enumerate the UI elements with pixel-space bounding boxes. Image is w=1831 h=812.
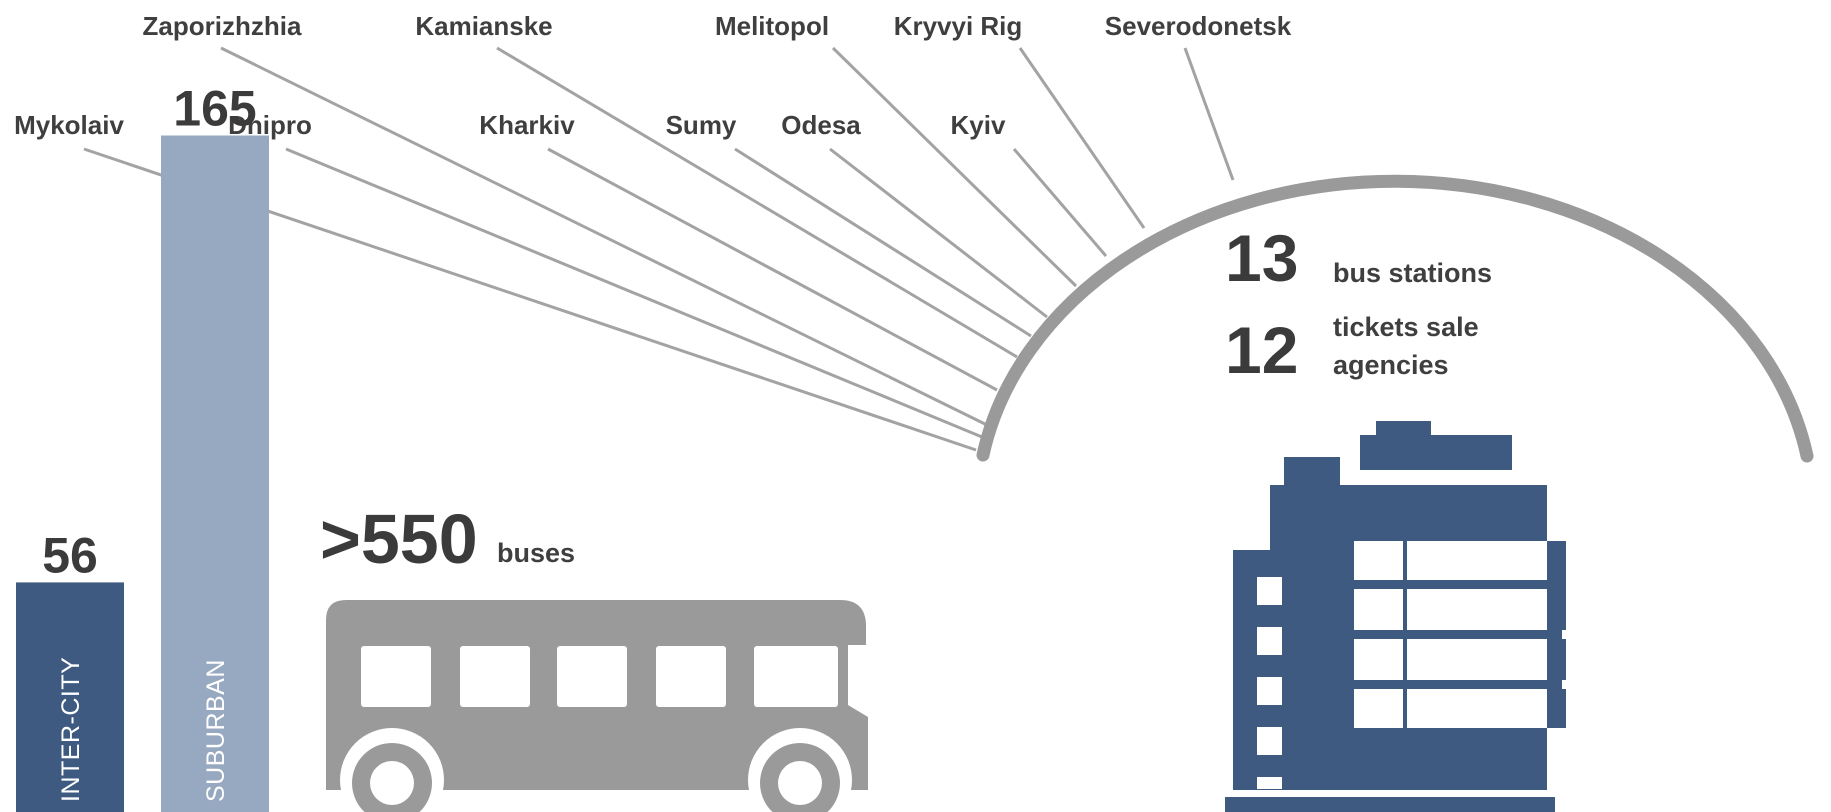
leader-line-kharkiv [547,147,998,392]
leader-line-kamianske [496,46,1018,359]
city-labels: Zaporizhzhia Kamianske Melitopol Kryvyi … [14,11,1292,140]
route-bar-value-0: 56 [42,527,98,583]
buses-stats: >550 buses [320,500,575,578]
bus-icon [326,600,868,812]
routes-bar-chart: 56 INTER-CITY 165 SUBURBAN [16,81,269,812]
city-label-kharkiv: Kharkiv [479,110,575,140]
city-label-kryvyi-rig: Kryvyi Rig [894,11,1023,41]
bus-stations-count: 13 [1225,221,1298,295]
route-bar-1 [161,135,269,812]
route-bar-label-1: SUBURBAN [202,659,230,802]
leader-line-kyiv [1012,148,1108,257]
city-label-melitopol: Melitopol [715,11,829,41]
city-label-kamianske: Kamianske [415,11,552,41]
city-label-severodonetsk: Severodonetsk [1105,11,1292,41]
leader-line-sumy [734,147,1032,338]
city-label-kyiv: Kyiv [951,110,1006,140]
bus-station-building-icon [1225,421,1566,812]
leader-line-odesa [829,147,1048,319]
ticket-agencies-label-line1: tickets sale [1333,312,1479,342]
route-bar-value-1: 165 [173,81,256,137]
leader-line-severodonetsk [1183,47,1235,181]
leader-line-kryvyi-rig [1018,47,1146,229]
city-label-odesa: Odesa [781,110,861,140]
buses-label: buses [497,538,575,568]
city-label-mykolaiv: Mykolaiv [14,110,124,140]
leader-line-melitopol [831,46,1078,288]
buses-count: >550 [320,500,478,578]
bus-stations-label: bus stations [1333,258,1492,288]
city-label-zaporizhzhia: Zaporizhzhia [143,11,302,41]
city-label-sumy: Sumy [666,110,737,140]
leader-line-zaporizhzhia [220,46,988,427]
stations-stats: 13 bus stations 12 tickets sale agencies [1225,221,1492,387]
network-arc [976,174,1814,463]
route-bar-label-0: INTER-CITY [57,657,85,802]
leader-line-dnipro [285,147,983,439]
ticket-agencies-count: 12 [1225,313,1298,387]
ticket-agencies-label-line2: agencies [1333,350,1449,380]
city-label-dnipro: Dnipro [228,110,312,140]
route-bar-0 [16,582,124,812]
